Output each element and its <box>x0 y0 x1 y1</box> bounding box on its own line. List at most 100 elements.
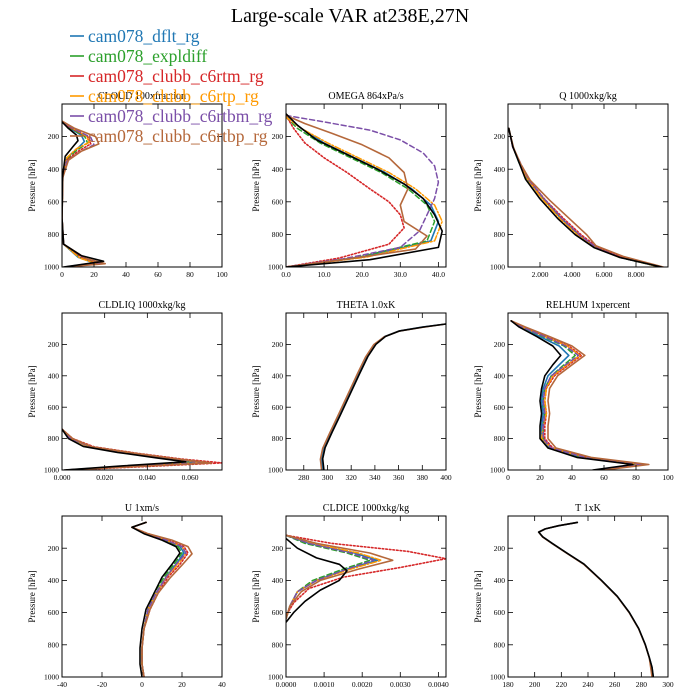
series-line-cam078_clubb_c6rtbp_rg <box>508 127 664 267</box>
legend-item: cam078_clubb_c6rtm_rg <box>70 66 264 86</box>
panel-7: U 1xm/s -40 -20 0 20 40 200 400 600 800 1000 Pressu… <box>27 503 226 689</box>
series-line-cam078_expldiff <box>510 320 640 470</box>
y-tick-label: 1000 <box>268 673 283 682</box>
x-tick-label: 60 <box>154 270 162 279</box>
series-line-black <box>62 428 187 470</box>
x-tick-label: 280 <box>636 680 648 689</box>
legend-label: cam078_clubb_c6rtm_rg <box>88 66 264 86</box>
legend-label: cam078_clubb_c6rtbp_rg <box>88 126 268 146</box>
panel-title: THETA 1.0xK <box>337 300 396 311</box>
x-tick-label: 40 <box>122 270 130 279</box>
x-tick-label: 20 <box>90 270 98 279</box>
y-tick-label: 600 <box>494 197 506 206</box>
y-tick-label: 600 <box>272 608 284 617</box>
series-line-cam078_dflt_rg <box>320 323 446 470</box>
x-tick-label: 100 <box>216 270 228 279</box>
y-tick-label: 600 <box>494 608 506 617</box>
y-axis-label: Pressure [hPa] <box>27 570 37 622</box>
series-line-black <box>537 521 655 677</box>
x-tick-label: 40 <box>568 473 576 482</box>
series-line-cam078_clubb_c6rtp_rg <box>510 320 644 470</box>
x-tick-label: -20 <box>97 680 107 689</box>
x-tick-label: 0.0010 <box>314 680 335 689</box>
series-line-cam078_clubb_c6rtbm_rg <box>510 320 644 470</box>
y-tick-label: 800 <box>272 434 284 443</box>
x-tick-label: 0 <box>506 473 510 482</box>
x-tick-label: 100 <box>662 473 674 482</box>
legend-item: cam078_expldiff <box>70 46 207 66</box>
y-tick-label: 800 <box>272 640 284 649</box>
x-tick-label: 4.000 <box>564 270 581 279</box>
legend: cam078_dflt_rgcam078_expldiffcam078_club… <box>70 26 273 146</box>
y-tick-label: 800 <box>494 434 506 443</box>
series-line-cam078_clubb_c6rtp_rg <box>508 127 661 267</box>
y-tick-label: 200 <box>494 132 506 141</box>
y-tick-label: 200 <box>494 340 506 349</box>
series-line-black <box>321 323 446 470</box>
series-line-cam078_clubb_c6rtm_rg <box>508 127 663 267</box>
x-tick-label: 0.0 <box>281 270 291 279</box>
panel-9: T 1xK 180 200 220 240 260 280 300 200 400 600 800 10… <box>473 503 674 689</box>
series-line-black <box>286 537 348 624</box>
y-tick-label: 1000 <box>268 263 283 272</box>
panel-title: RELHUM 1xpercent <box>546 300 630 311</box>
legend-item: cam078_clubb_c6rtbp_rg <box>70 126 268 146</box>
x-tick-label: 300 <box>662 680 674 689</box>
x-tick-label: 40 <box>218 680 226 689</box>
x-tick-label: 60 <box>600 473 608 482</box>
series-line-cam078_expldiff <box>508 127 661 267</box>
x-tick-label: 240 <box>582 680 594 689</box>
y-tick-label: 400 <box>494 165 506 174</box>
series-group <box>510 320 650 470</box>
panel-title: CLDICE 1000xkg/kg <box>323 503 409 514</box>
series-line-cam078_clubb_c6rtbm_rg <box>286 114 440 267</box>
legend-label: cam078_clubb_c6rtp_rg <box>88 86 259 106</box>
x-tick-label: 320 <box>346 473 358 482</box>
panel-8: CLDICE 1000xkg/kg 0.0000 0.0010 0.0020 0.003… <box>251 503 449 689</box>
y-tick-label: 200 <box>494 544 506 553</box>
x-tick-label: 10.0 <box>318 270 331 279</box>
x-tick-label: 340 <box>369 473 381 482</box>
series-line-cam078_clubb_c6rtp_rg <box>286 116 443 267</box>
y-axis-label: Pressure [hPa] <box>473 365 483 417</box>
y-axis-label: Pressure [hPa] <box>473 159 483 211</box>
legend-item: cam078_dflt_rg <box>70 26 200 46</box>
series-line-cam078_clubb_c6rtbp_rg <box>131 521 193 677</box>
panel-4: CLDLIQ 1000xkg/kg 0.000 0.020 0.040 0.060 200… <box>27 300 223 482</box>
y-tick-label: 400 <box>48 576 60 585</box>
x-tick-label: 20 <box>178 680 186 689</box>
series-group <box>286 534 446 624</box>
x-tick-label: 0.000 <box>54 473 71 482</box>
x-tick-label: 20.0 <box>356 270 369 279</box>
y-tick-label: 200 <box>272 544 284 553</box>
x-tick-label: 200 <box>529 680 541 689</box>
panel-title: CLOUD 100xfraction <box>98 91 186 102</box>
y-tick-label: 400 <box>48 165 60 174</box>
x-tick-label: 0 <box>60 270 64 279</box>
y-tick-label: 200 <box>272 132 284 141</box>
y-tick-label: 800 <box>272 230 284 239</box>
x-tick-label: 0.0000 <box>276 680 297 689</box>
y-tick-label: 400 <box>272 371 284 380</box>
panel-title: CLDLIQ 1000xkg/kg <box>99 300 186 311</box>
y-tick-label: 1000 <box>44 263 59 272</box>
series-line-black <box>62 121 105 267</box>
x-tick-label: 80 <box>632 473 640 482</box>
plot-frame <box>285 312 447 471</box>
figure-title: Large-scale VAR at238E,27N <box>231 5 469 27</box>
plot-frame <box>507 312 669 471</box>
y-axis-label: Pressure [hPa] <box>27 365 37 417</box>
series-line-cam078_expldiff <box>286 116 436 267</box>
series-line-black <box>131 521 181 677</box>
y-tick-label: 400 <box>494 576 506 585</box>
x-tick-label: 0.0030 <box>390 680 411 689</box>
x-tick-label: 2.000 <box>532 270 549 279</box>
y-axis-label: Pressure [hPa] <box>27 159 37 211</box>
series-line-cam078_clubb_c6rtbp_rg <box>510 320 650 470</box>
panel-2: OMEGA 864xPa/s 0.0 10.0 20.0 30.0 40.0 200 400 6… <box>251 91 447 279</box>
x-tick-label: 8.000 <box>628 270 645 279</box>
plot-frame <box>507 515 669 678</box>
y-tick-label: 600 <box>272 197 284 206</box>
y-tick-label: 400 <box>272 576 284 585</box>
